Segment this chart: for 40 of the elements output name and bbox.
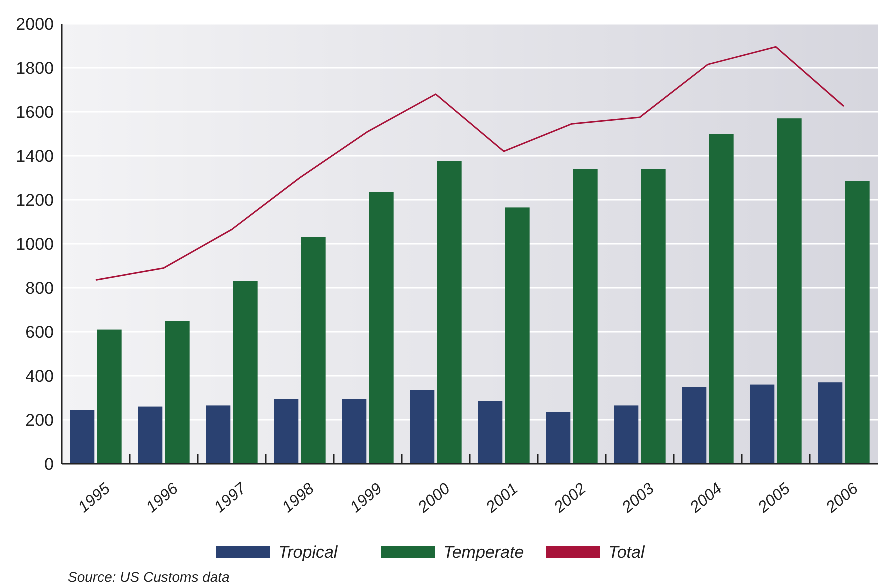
bar: [165, 321, 190, 464]
legend-label: Tropical: [278, 542, 339, 562]
y-tick-label: 200: [26, 410, 54, 430]
bar: [777, 118, 802, 464]
line-series: [95, 46, 845, 282]
bar: [138, 406, 163, 464]
bar: [709, 134, 734, 464]
bar: [342, 399, 367, 464]
bar: [614, 406, 639, 464]
y-tick-label: 1200: [16, 190, 54, 210]
bar: [410, 390, 435, 464]
bar: [750, 384, 775, 464]
bar: [682, 387, 707, 464]
bar: [437, 162, 462, 464]
bar: [478, 401, 503, 464]
legend-label: Total: [608, 542, 646, 562]
bar: [573, 169, 598, 464]
bar: [301, 237, 326, 464]
bar: [70, 410, 95, 464]
bar: [233, 281, 258, 464]
y-tick-label: 2000: [16, 14, 54, 34]
bar: [845, 181, 870, 464]
y-tick-label: 1000: [16, 234, 54, 254]
y-tick-label: 1400: [16, 146, 54, 166]
y-tick-label: 400: [26, 366, 54, 386]
bar: [274, 399, 299, 464]
bar: [505, 208, 530, 464]
bar: [818, 382, 843, 464]
bar: [641, 169, 666, 464]
source-note: Source: US Customs data: [68, 569, 230, 585]
y-tick-label: 800: [26, 278, 54, 298]
y-tick-label: 600: [26, 322, 54, 342]
bar: [206, 406, 231, 464]
bar: [546, 412, 571, 464]
legend-label: Temperate: [444, 542, 524, 562]
y-tick-label: 0: [44, 454, 54, 474]
y-tick-label: 1600: [16, 102, 54, 122]
bar: [97, 330, 122, 464]
y-tick-label: 1800: [16, 58, 54, 78]
bar: [369, 192, 394, 464]
